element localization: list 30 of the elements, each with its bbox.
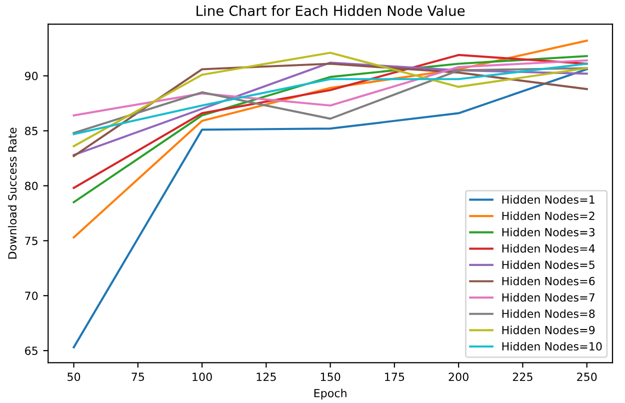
legend-label: Hidden Nodes=10 (502, 342, 602, 351)
legend-label: Hidden Nodes=6 (502, 276, 595, 286)
x-tick-label: 75 (132, 372, 144, 382)
legend-label: Hidden Nodes=5 (502, 260, 594, 269)
y-tick-label: 65 (25, 346, 38, 355)
line-series (72, 52, 588, 148)
x-tick-label: 150 (320, 372, 340, 382)
y-tick-label: 90 (24, 72, 38, 80)
legend-label: Hidden Nodes=4 (502, 244, 595, 253)
legend-label: Hidden Nodes=9 (502, 326, 595, 334)
y-tick-label: 80 (25, 182, 38, 190)
x-tick-label: 225 (512, 372, 532, 382)
line-series (72, 59, 588, 116)
legend-label: Hidden Nodes=7 (502, 293, 594, 302)
y-tick-label: 75 (25, 236, 38, 246)
legend-label: Hidden Nodes=3 (502, 228, 595, 236)
legend-label: Hidden Nodes=8 (502, 309, 595, 318)
y-tick-label: 70 (25, 292, 38, 300)
legend-label: Hidden Nodes=2 (502, 211, 594, 220)
x-tick-label: 200 (448, 372, 468, 382)
chart-title: Line Chart for Each Hidden Node Value (196, 5, 465, 16)
legend-label: Hidden Nodes=1 (502, 195, 594, 204)
x-tick-label: 50 (68, 372, 80, 382)
x-axis-title: Epoch (314, 388, 346, 400)
y-axis-title: Download Success Rate (8, 128, 17, 259)
x-tick-label: 175 (385, 372, 404, 382)
y-tick-label: 85 (25, 126, 38, 136)
x-tick-label: 100 (192, 372, 212, 382)
x-tick-label: 250 (577, 372, 597, 382)
x-tick-label: 125 (256, 372, 276, 382)
